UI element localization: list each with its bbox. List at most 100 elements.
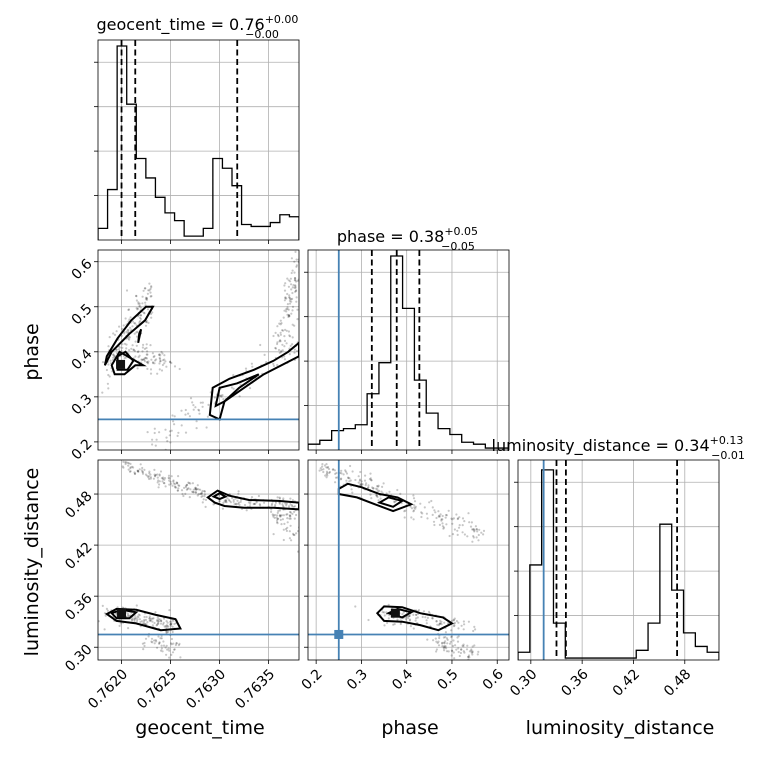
sample-point (289, 511, 292, 514)
sample-point (288, 299, 291, 302)
sample-point (409, 625, 412, 628)
sample-point (467, 620, 470, 623)
sample-point (232, 374, 235, 377)
axes-frame (97, 39, 300, 241)
sample-point (458, 524, 461, 527)
sample-point (165, 624, 168, 627)
sample-point (288, 530, 291, 533)
sample-point (231, 496, 234, 500)
sample-point (278, 496, 281, 499)
sample-point (291, 323, 294, 326)
sample-point (285, 308, 288, 311)
sample-point (285, 342, 288, 345)
sample-point (452, 639, 455, 642)
sample-point (416, 616, 419, 619)
axes-frame (97, 459, 300, 661)
sample-point (113, 333, 117, 336)
sample-point (183, 486, 186, 489)
sample-point (359, 478, 362, 481)
sample-point (474, 525, 477, 528)
sample-point (143, 347, 146, 350)
sample-point (334, 472, 337, 475)
sample-point (293, 277, 297, 280)
sample-point (135, 344, 138, 347)
sample-point (412, 613, 415, 617)
sample-point (137, 616, 140, 619)
sample-point (136, 307, 140, 310)
sample-point (291, 269, 294, 272)
sample-point (270, 508, 273, 511)
sample-point (138, 302, 141, 305)
sample-point (281, 349, 284, 352)
sample-point (359, 484, 362, 487)
sample-point (275, 514, 279, 517)
sample-point (282, 538, 285, 542)
sample-point (147, 321, 150, 324)
sample-point (146, 292, 149, 295)
sample-point (153, 359, 157, 362)
sample-point (287, 505, 291, 508)
sample-point (288, 314, 291, 317)
sample-point (159, 637, 162, 640)
sample-point (446, 638, 449, 642)
sample-point (277, 335, 280, 338)
sample-point (136, 350, 139, 354)
sample-point (462, 643, 465, 646)
sample-point (473, 625, 476, 629)
sample-point (223, 500, 226, 503)
sample-point (351, 470, 354, 473)
sample-point (118, 325, 121, 328)
sample-point (361, 483, 364, 486)
sample-point (441, 641, 444, 644)
sample-point (471, 653, 474, 656)
sample-point (123, 332, 126, 335)
sample-point (189, 397, 193, 400)
sample-point (134, 616, 137, 619)
sample-point (445, 650, 449, 653)
sample-point (291, 305, 295, 308)
sample-point (144, 287, 147, 290)
sample-point (121, 343, 124, 346)
sample-point (248, 387, 252, 390)
sample-point (277, 517, 280, 520)
sample-point (175, 642, 178, 645)
sample-point (253, 502, 256, 506)
sample-point (132, 466, 135, 469)
sample-point (147, 475, 150, 478)
sample-point (476, 530, 479, 533)
sample-point (168, 649, 171, 652)
sample-point (289, 517, 292, 520)
sample-point (148, 470, 151, 473)
sample-point (457, 526, 461, 529)
sample-point (153, 474, 157, 477)
sample-point (399, 492, 402, 495)
sample-point (274, 501, 278, 504)
sample-point (147, 635, 150, 638)
sample-point (372, 487, 375, 490)
sample-point (469, 525, 473, 528)
sample-point (462, 628, 465, 631)
sample-point (403, 510, 406, 513)
sample-point (198, 409, 201, 412)
sample-point (439, 513, 442, 516)
sample-point (375, 494, 379, 497)
sample-point (449, 640, 452, 643)
sample-point (431, 617, 434, 620)
sample-point (133, 619, 136, 623)
sample-point (127, 468, 130, 471)
sample-point (171, 414, 174, 417)
sample-point (178, 484, 181, 487)
sample-point (457, 647, 460, 650)
sample-point (450, 629, 453, 632)
sample-point (436, 623, 439, 626)
sample-point (173, 423, 176, 426)
sample-point (160, 477, 163, 480)
title-luminosity-distance: luminosity_distance = 0.34+0.13 −0.01 (492, 429, 749, 462)
sample-point (284, 296, 287, 299)
sample-point (288, 302, 292, 305)
sample-point (98, 620, 100, 623)
sample-point (201, 401, 204, 404)
sample-point (187, 481, 190, 484)
sample-point (237, 492, 240, 495)
sample-point (158, 474, 161, 477)
